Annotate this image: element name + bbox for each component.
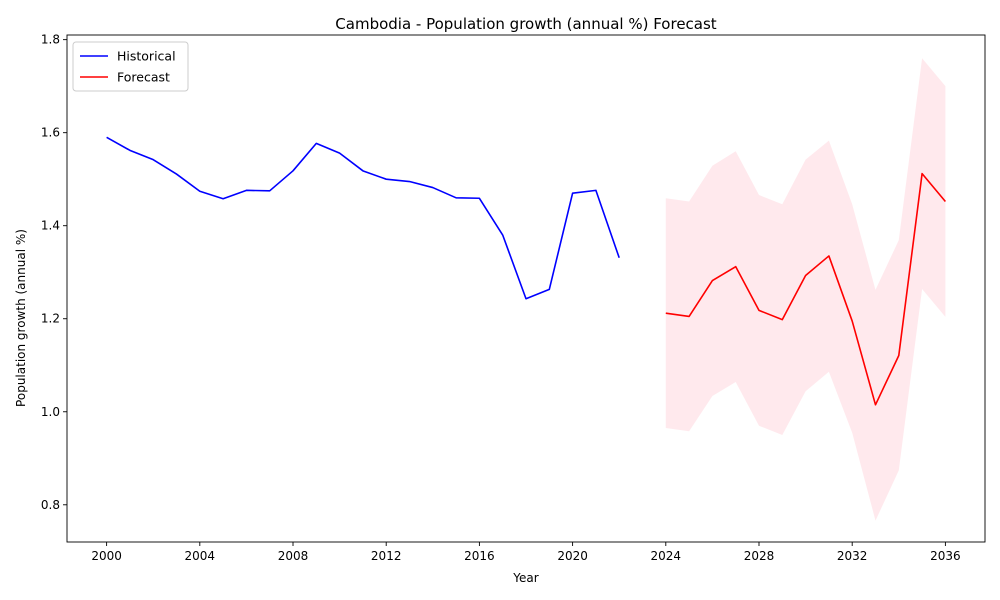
x-tick-label: 2028 (744, 549, 775, 563)
y-tick-label: 1.0 (41, 405, 60, 419)
legend: Historical Forecast (72, 41, 189, 92)
legend-box (72, 41, 189, 92)
x-tick-label: 2000 (91, 549, 122, 563)
x-tick-label: 2020 (557, 549, 588, 563)
axes: 2000 2004 2008 2012 2016 2020 2024 2028 2032 2036… (41, 33, 986, 563)
x-axis-title: Year (512, 571, 538, 585)
x-tick-label: 2032 (837, 549, 868, 563)
y-tick-label: 0.8 (41, 498, 60, 512)
x-tick-label: 2024 (651, 549, 682, 563)
y-tick-label: 1.2 (41, 312, 60, 326)
plot-frame (66, 34, 986, 543)
x-tick-label: 2016 (464, 549, 495, 563)
y-tick-label: 1.4 (41, 219, 60, 233)
x-tick-label: 2036 (930, 549, 961, 563)
y-tick-label: 1.8 (41, 33, 60, 47)
legend-label-historical: Historical (117, 49, 176, 64)
series-line-historical (106, 136, 620, 300)
x-tick-label: 2008 (278, 549, 309, 563)
x-tick-label: 2012 (371, 549, 402, 563)
y-tick-label: 1.6 (41, 126, 60, 140)
plot-area (106, 58, 947, 521)
legend-label-forecast: Forecast (117, 70, 170, 85)
confidence-band (665, 58, 946, 521)
y-axis-title: Population growth (annual %) (14, 229, 28, 407)
chart-title: Cambodia - Population growth (annual %) … (335, 15, 716, 33)
x-tick-label: 2004 (185, 549, 216, 563)
series-line-forecast (665, 172, 947, 406)
